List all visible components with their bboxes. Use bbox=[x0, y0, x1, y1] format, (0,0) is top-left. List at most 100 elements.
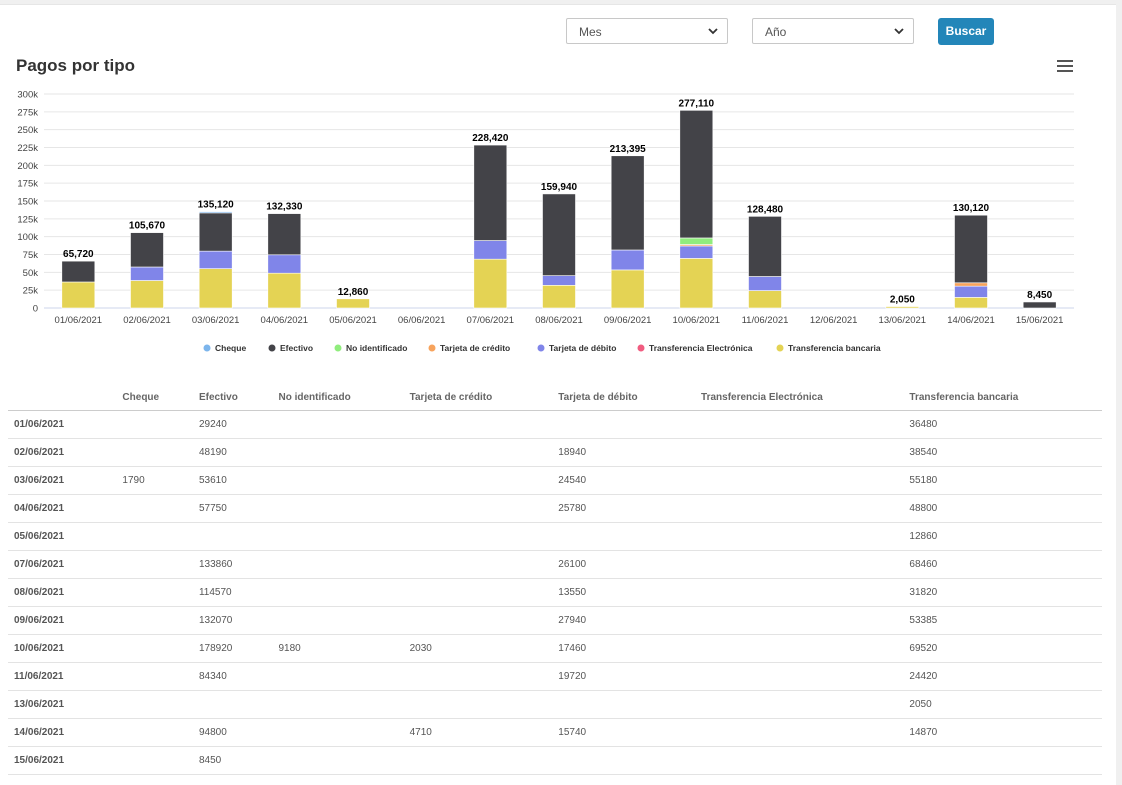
table-cell: 8450 bbox=[198, 746, 279, 775]
table-cell bbox=[409, 522, 559, 551]
table-cell: 27940 bbox=[558, 606, 702, 635]
table-cell bbox=[114, 746, 199, 775]
legend-marker bbox=[334, 344, 342, 352]
y-tick-label: 175k bbox=[17, 179, 38, 190]
x-tick-label: 11/06/2021 bbox=[742, 315, 789, 326]
y-tick-label: 125k bbox=[17, 214, 38, 225]
row-date-cell: 11/06/2021 bbox=[8, 662, 115, 691]
bar-segment bbox=[954, 282, 988, 287]
table-cell bbox=[558, 690, 702, 719]
y-tick-label: 50k bbox=[23, 268, 39, 279]
table-cell bbox=[278, 550, 410, 579]
table-cell bbox=[909, 746, 1102, 775]
y-tick-label: 75k bbox=[23, 250, 39, 261]
table-row: 08/06/2021 114570 13550 31820 bbox=[8, 578, 1102, 607]
table-header-row: Cheque Efectivo No identificado Tarjeta de … bbox=[8, 384, 1102, 411]
hamburger-menu-icon[interactable] bbox=[1057, 60, 1073, 74]
bar-segment bbox=[954, 285, 988, 298]
table-cell bbox=[701, 690, 910, 719]
y-tick-label: 225k bbox=[17, 143, 38, 154]
x-tick-label: 05/06/2021 bbox=[329, 315, 377, 326]
legend-item: No identificado bbox=[346, 343, 407, 353]
table-cell: 132070 bbox=[198, 606, 279, 635]
bar-segment bbox=[336, 298, 370, 309]
chart-legend: Cheque Efectivo No identificado Tarjeta de … bbox=[203, 343, 881, 353]
table-cell: 55180 bbox=[909, 466, 1102, 495]
table-cell bbox=[278, 578, 410, 607]
table-row: 07/06/2021 133860 26100 68460 bbox=[8, 550, 1102, 579]
table-row: 03/06/2021 1790 53610 24540 55180 bbox=[8, 466, 1102, 495]
bar-segment bbox=[61, 260, 96, 283]
year-select[interactable]: Año bbox=[752, 18, 914, 44]
y-tick-label: 100k bbox=[17, 232, 38, 243]
table-cell bbox=[114, 522, 199, 551]
table-header-cell: Efectivo bbox=[198, 384, 279, 411]
bar-segment bbox=[267, 213, 302, 256]
table-cell: 53385 bbox=[909, 606, 1102, 635]
table-cell: 15740 bbox=[558, 718, 702, 747]
bar-segment bbox=[679, 110, 714, 239]
table-cell: 57750 bbox=[198, 494, 279, 523]
legend-marker bbox=[776, 344, 784, 352]
stacked-bar-chart: 0 25k 50k 75k 100k 125k 150k 175k 200k 225k 250k 27… bbox=[17, 90, 1074, 353]
bar-segment bbox=[542, 285, 576, 309]
table-row: 09/06/2021 132070 27940 53385 bbox=[8, 606, 1102, 635]
search-button[interactable]: Buscar bbox=[938, 18, 994, 45]
table-header-cell: Tarjeta de crédito bbox=[409, 384, 559, 411]
table-cell bbox=[278, 606, 410, 635]
table-row: 10/06/2021 178920 9180 2030 17460 69520 bbox=[8, 634, 1102, 663]
table-cell bbox=[701, 746, 910, 775]
bar-segment bbox=[61, 281, 96, 309]
table-cell: 48190 bbox=[198, 438, 279, 467]
table-row: 14/06/2021 94800 4710 15740 14870 bbox=[8, 718, 1102, 747]
x-tick-label: 13/06/2021 bbox=[879, 315, 927, 326]
bar-segment bbox=[198, 268, 233, 309]
row-date-cell: 13/06/2021 bbox=[8, 690, 115, 719]
table-row: 01/06/2021 29240 36480 bbox=[8, 410, 1102, 439]
data-table: Cheque Efectivo No identificado Tarjeta de … bbox=[8, 384, 1102, 775]
table-cell: 9180 bbox=[278, 634, 410, 663]
table-cell bbox=[278, 522, 410, 551]
total-label: 159,940 bbox=[541, 182, 578, 193]
total-label: 8,450 bbox=[1027, 290, 1052, 301]
bar-segment bbox=[954, 214, 988, 284]
table-cell bbox=[409, 606, 559, 635]
table-cell: 18940 bbox=[558, 438, 702, 467]
legend-item: Cheque bbox=[215, 343, 246, 353]
x-tick-label: 12/06/2021 bbox=[810, 315, 858, 326]
y-tick-label: 300k bbox=[17, 90, 38, 101]
bar-segment bbox=[130, 280, 164, 309]
table-cell bbox=[114, 690, 199, 719]
row-date-cell: 04/06/2021 bbox=[8, 494, 115, 523]
legend-item: Tarjeta de débito bbox=[549, 343, 616, 353]
row-date-cell: 01/06/2021 bbox=[8, 410, 115, 439]
table-cell bbox=[278, 410, 410, 439]
table-cell: 29240 bbox=[198, 410, 279, 439]
vertical-scrollbar[interactable] bbox=[1116, 0, 1122, 784]
x-tick-label: 14/06/2021 bbox=[947, 315, 995, 326]
bar-segment bbox=[679, 258, 714, 309]
month-select[interactable]: Mes bbox=[566, 18, 728, 44]
table-cell: 114570 bbox=[198, 578, 279, 607]
legend-marker bbox=[537, 344, 545, 352]
table-cell: 94800 bbox=[198, 718, 279, 747]
table-cell: 68460 bbox=[909, 550, 1102, 579]
bar-segment bbox=[610, 249, 645, 271]
table-cell bbox=[701, 662, 910, 691]
bar-segment bbox=[954, 297, 988, 309]
table-cell: 31820 bbox=[909, 578, 1102, 607]
table-header-cell: Transferencia bancaria bbox=[909, 384, 1102, 411]
table-header-cell: Transferencia Electrónica bbox=[701, 384, 910, 411]
chart-title: Pagos por tipo bbox=[16, 56, 135, 75]
table-cell: 1790 bbox=[114, 466, 199, 495]
x-axis-tick-labels: 01/06/2021 02/06/2021 03/06/2021 04/06/2021… bbox=[55, 315, 1064, 326]
bar-segment bbox=[1022, 301, 1057, 309]
bar-segment bbox=[679, 245, 714, 259]
total-label: 130,120 bbox=[953, 203, 990, 214]
row-date-cell: 08/06/2021 bbox=[8, 578, 115, 607]
x-tick-label: 04/06/2021 bbox=[261, 315, 309, 326]
table-cell bbox=[409, 662, 559, 691]
table-cell: 14870 bbox=[909, 718, 1102, 747]
table-cell: 69520 bbox=[909, 634, 1102, 663]
total-label: 65,720 bbox=[63, 249, 94, 260]
